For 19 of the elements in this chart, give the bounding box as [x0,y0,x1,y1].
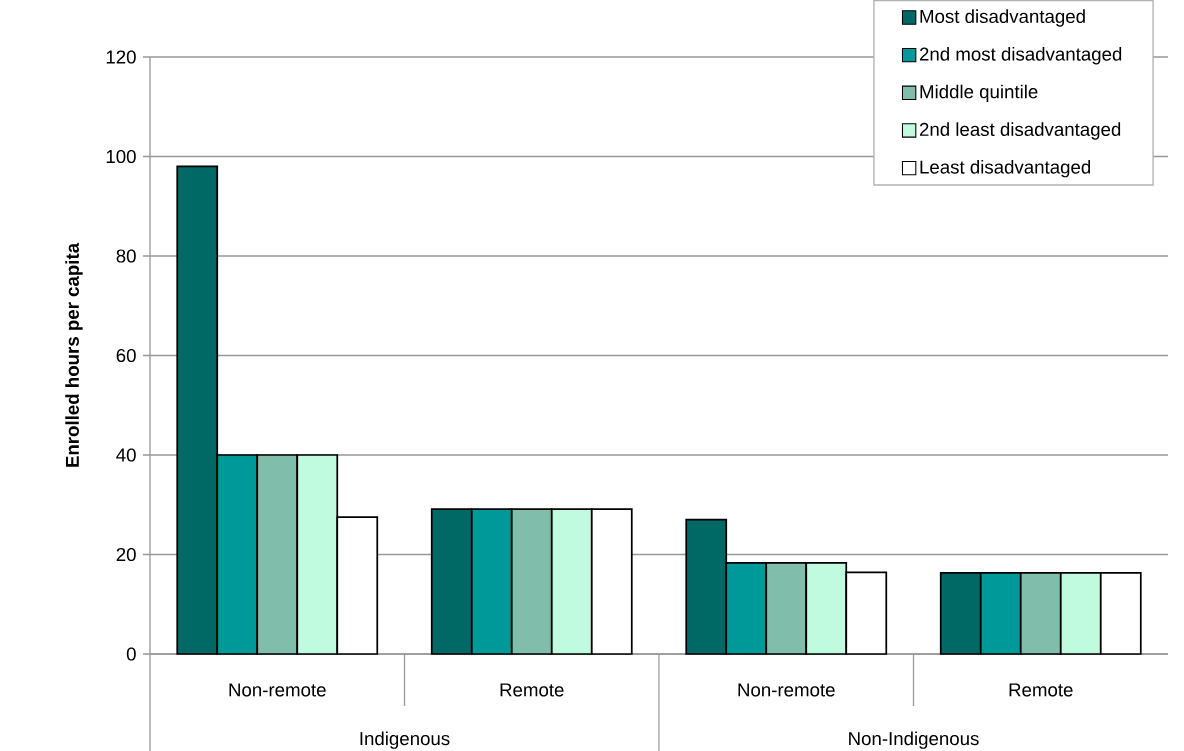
text: Indigenous [360,731,450,749]
y-tick-label: 20 [116,547,136,562]
x-tick-label: Remote [500,683,564,697]
text: Non-Indigenous [849,731,979,749]
x-tick-label: Non-remote [738,683,835,697]
legend-label: Middle quintile [920,84,1038,103]
legend-label: 2nd most disadvantaged [919,46,1122,65]
x-tick-label: Remote [1009,683,1073,697]
y-tick-label: 0 [126,647,136,661]
legend-label: Most disadvantaged [920,9,1085,27]
x-tick-label: Non-remote [229,683,326,697]
y-tick-label: 40 [116,448,136,462]
y-tick-label: 120 [106,50,136,64]
y-tick-label: 60 [116,348,136,363]
y-tick-label: 100 [106,149,136,164]
y-tick-label: 80 [116,249,136,263]
legend-label: 2nd least disadvantaged [919,122,1121,140]
legend-label: Least disadvantaged [920,159,1091,178]
y-axis-title: Enrolled hours per capita [65,242,83,467]
